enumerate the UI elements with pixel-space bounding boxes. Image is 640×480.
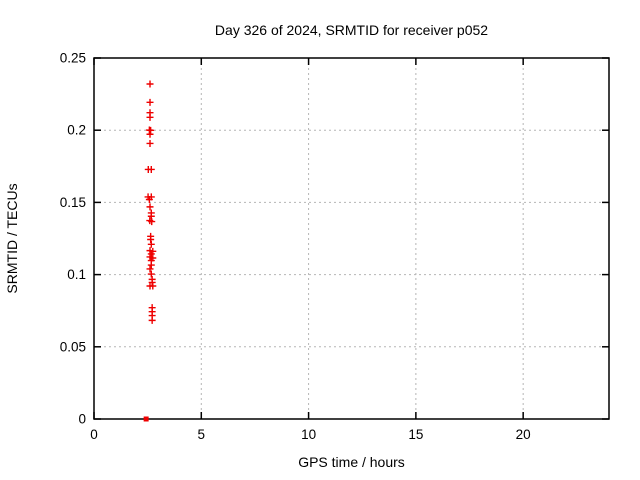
data-points	[143, 80, 157, 422]
data-point-plus	[146, 130, 154, 138]
x-axis-label: GPS time / hours	[298, 454, 405, 470]
data-point-plus	[146, 139, 154, 147]
x-tick-label: 15	[408, 427, 423, 442]
data-point-plus	[147, 261, 155, 269]
y-tick-label: 0	[78, 412, 86, 427]
chart-title: Day 326 of 2024, SRMTID for receiver p05…	[215, 22, 488, 38]
data-point-plus	[146, 265, 154, 273]
data-point-plus	[148, 218, 156, 226]
data-point-plus	[147, 270, 155, 278]
data-point-plus	[147, 165, 155, 173]
plot-border	[93, 57, 610, 420]
x-tick-label: 5	[198, 427, 206, 442]
data-point-plus	[146, 203, 154, 211]
x-tick-label: 0	[90, 427, 98, 442]
data-point-plus	[149, 282, 157, 290]
y-axis-label: SRMTID / TECUs	[4, 183, 20, 293]
data-point-plus	[147, 240, 155, 248]
x-tick-label: 10	[301, 427, 316, 442]
data-point-plus	[146, 80, 154, 88]
data-point-square	[143, 416, 149, 422]
y-tick-label: 0.1	[67, 267, 86, 282]
y-tick-label: 0.15	[60, 195, 86, 210]
x-tick-label: 20	[516, 427, 531, 442]
y-tick-label: 0.25	[60, 51, 86, 66]
tick-labels: 0 5 10 15 20 0 0.05 0.1 0.15 0.2 0.25	[60, 51, 531, 443]
axis-ticks	[93, 57, 609, 420]
data-point-plus	[146, 98, 154, 106]
data-point-plus	[146, 113, 154, 121]
y-tick-label: 0.2	[67, 123, 86, 138]
data-point-plus	[145, 196, 153, 204]
y-tick-label: 0.05	[60, 339, 86, 354]
data-point-plus	[148, 316, 156, 324]
gridlines	[94, 58, 609, 419]
